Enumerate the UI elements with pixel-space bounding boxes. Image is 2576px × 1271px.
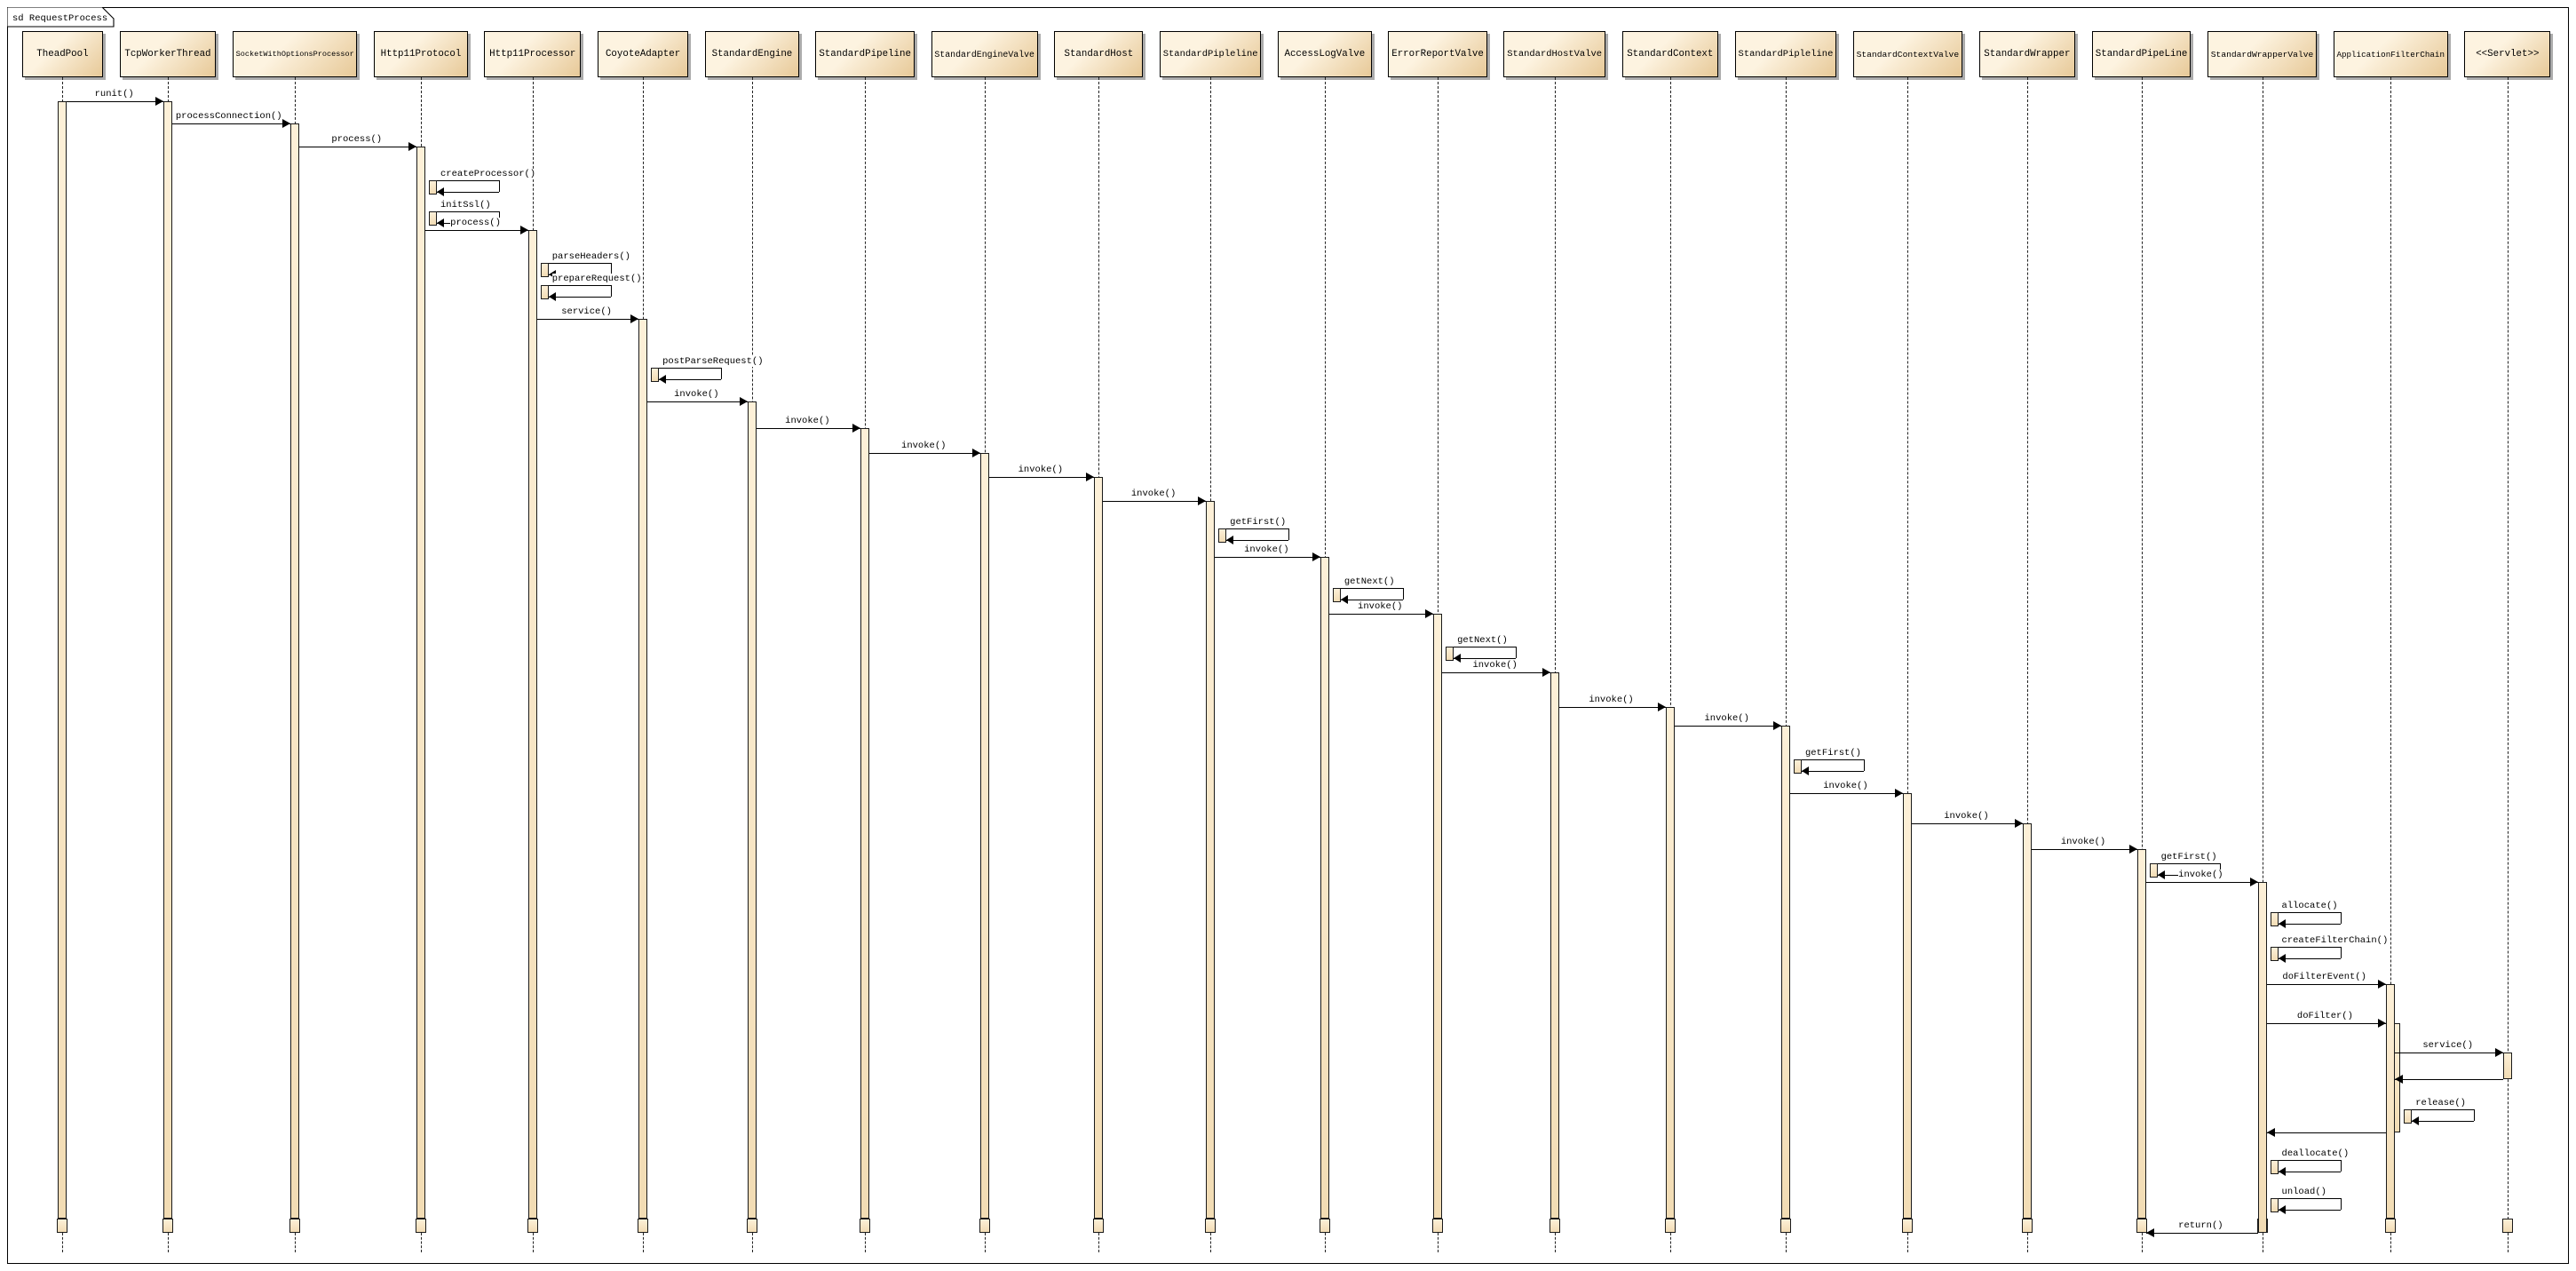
svg-text:sd RequestProcess: sd RequestProcess bbox=[12, 13, 107, 24]
